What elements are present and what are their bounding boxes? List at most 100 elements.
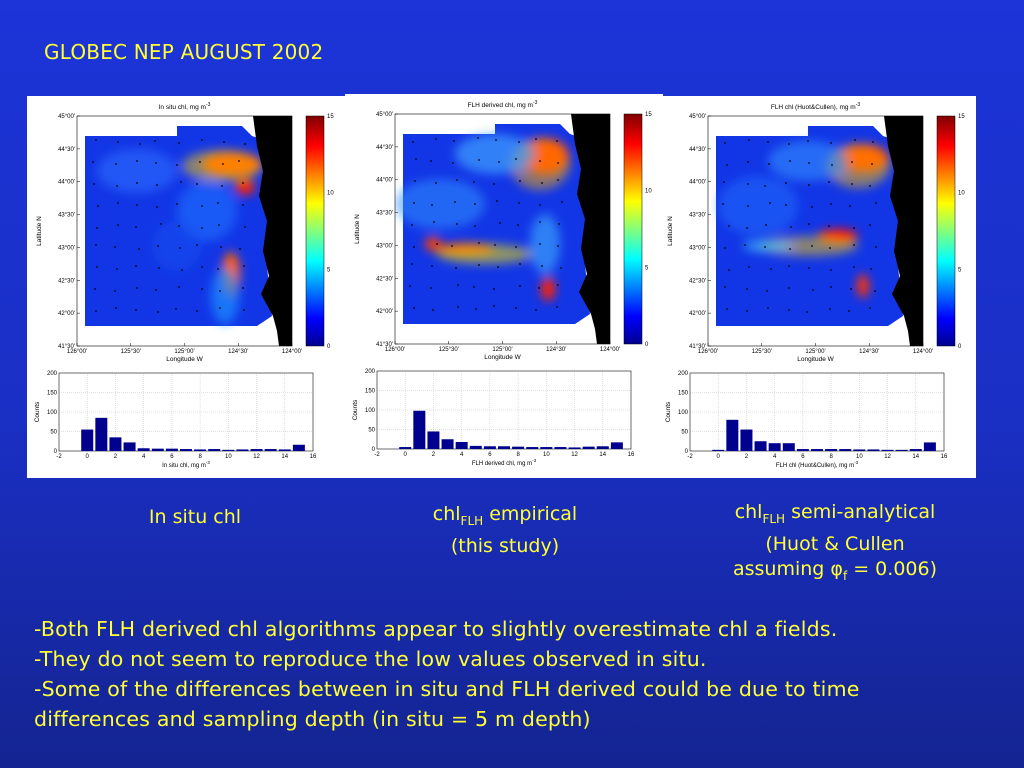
- map-xlabel: Longitude W: [166, 356, 203, 363]
- hist-xtick-label: 12: [253, 454, 260, 460]
- hist-xtick-label: 10: [543, 452, 550, 458]
- hist-bar: [399, 447, 412, 449]
- figure-svg: In situ chl, mg m-3 45°00' 44°30' 44°00' 43°…: [34, 102, 334, 469]
- hist-bar: [796, 449, 809, 451]
- map-xtick-label: 124°00': [282, 349, 302, 355]
- hist-xtick-label: 4: [142, 454, 146, 460]
- figure-panel-flh-semianalytical: FLH chl (Huot&Cullen), mg m-3 45°00' 44°30…: [658, 96, 976, 478]
- caption-insitu: In situ chl: [100, 505, 290, 530]
- chl-map: FLH chl (Huot&Cullen), mg m-3 45°00' 44°30…: [667, 102, 933, 363]
- hist-bar: [81, 429, 94, 451]
- map-ylabel: Latitude N: [354, 214, 361, 244]
- land-mask: [571, 114, 610, 344]
- hist-ytick-label: 200: [365, 369, 376, 375]
- map-ytick-label: 41°30': [376, 342, 393, 348]
- hist-xtick-label: 2: [114, 454, 118, 460]
- station-markers: [722, 139, 877, 313]
- hist-xtick-label: -2: [56, 454, 62, 460]
- hist-xtick-label: 6: [170, 454, 174, 460]
- hist-ylabel: Counts: [352, 399, 359, 420]
- hist-bar: [194, 449, 207, 451]
- hist-ytick-label: 100: [678, 410, 689, 416]
- hist-xtick-label: 4: [460, 452, 464, 458]
- caption-method: empirical: [483, 503, 578, 525]
- caption-method: semi-analytical: [785, 501, 936, 523]
- map-ytick-label: 43°30': [689, 213, 706, 219]
- hist-bar: [782, 443, 795, 451]
- colorbar-tick-label: 15: [645, 112, 652, 118]
- map-ytick-label: 44°30': [689, 147, 706, 153]
- figure-panel-insitu: In situ chl, mg m-3 45°00' 44°30' 44°00' 43°…: [27, 96, 345, 478]
- hist-ytick-label: 200: [678, 371, 689, 377]
- map-ytick-label: 43°00': [689, 245, 706, 251]
- map-xtick-label: 124°30': [228, 349, 248, 355]
- hist-bar: [151, 448, 164, 451]
- hist-ylabel: Counts: [665, 401, 672, 422]
- hist-bar: [95, 417, 108, 451]
- bullet-item: -Some of the differences between in situ…: [34, 677, 860, 701]
- hist-bar: [123, 442, 136, 451]
- map-ytick-label: 44°00': [689, 180, 706, 186]
- station-markers: [92, 139, 246, 313]
- hist-xtick-label: 2: [745, 454, 749, 460]
- hist-bar: [208, 449, 221, 451]
- hist-ytick-label: 0: [685, 449, 689, 455]
- map-xtick-label: 124°30': [859, 349, 879, 355]
- colorbar-tick-label: 10: [327, 191, 334, 197]
- chl-map: In situ chl, mg m-3 45°00' 44°30' 44°00' 43°…: [36, 102, 302, 363]
- hist-xtick-label: 6: [488, 452, 492, 458]
- land-mask: [253, 116, 292, 346]
- colorbar-tick-label: 5: [645, 265, 649, 271]
- hist-xlabel-superscript: -3: [206, 460, 210, 465]
- map-ytick-label: 42°00': [376, 309, 393, 315]
- hist-xtick-label: 8: [829, 454, 833, 460]
- hist-xtick-label: 0: [717, 454, 721, 460]
- map-xtick-label: 124°00': [913, 349, 933, 355]
- hist-ytick-label: 50: [368, 428, 375, 434]
- hist-xtick-label: 10: [856, 454, 863, 460]
- hist-bar: [825, 449, 838, 451]
- caption-flh-semi-line1: chlFLH semi-analytical: [690, 500, 980, 532]
- colorbar: 15 10 5 0: [936, 114, 965, 350]
- hist-bar: [554, 447, 567, 449]
- hist-xtick-label: 16: [941, 454, 948, 460]
- map-title: FLH chl (Huot&Cullen), mg m-3: [771, 102, 861, 111]
- caption-subscript: FLH: [460, 513, 484, 528]
- colorbar-tick-label: 10: [958, 191, 965, 197]
- hist-bar: [596, 446, 609, 449]
- map-ytick-label: 43°30': [58, 213, 75, 219]
- hist-xtick-label: 12: [884, 454, 891, 460]
- map-ytick-label: 43°00': [376, 243, 393, 249]
- colorbar-tick-label: 15: [327, 114, 334, 120]
- map-xlabel: Longitude W: [484, 354, 521, 361]
- map-xtick-label: 124°00': [600, 347, 620, 353]
- hist-bar: [712, 449, 725, 451]
- hist-bar: [264, 449, 277, 451]
- hist-bar: [853, 449, 866, 451]
- map-title: FLH derived chl, mg m-3: [468, 100, 538, 109]
- map-ytick-label: 44°00': [376, 178, 393, 184]
- hist-xtick-label: 14: [281, 454, 288, 460]
- map-title-superscript: -3: [856, 102, 861, 108]
- hist-xlabel-superscript: -3: [532, 458, 536, 463]
- colorbar-tick-label: 0: [327, 344, 331, 350]
- hist-xtick-label: -2: [374, 452, 380, 458]
- hist-xtick-label: 0: [404, 452, 408, 458]
- hist-ytick-label: 150: [47, 391, 58, 397]
- map-ytick-label: 42°00': [689, 311, 706, 317]
- map-ytick-label: 41°30': [58, 344, 75, 350]
- figure-svg: FLH derived chl, mg m-3 45°00' 44°30' 44°00…: [352, 100, 652, 467]
- hist-bar: [610, 442, 623, 449]
- hist-bar: [180, 449, 192, 451]
- hist-xtick-label: 12: [571, 452, 578, 458]
- figure-svg: FLH chl (Huot&Cullen), mg m-3 45°00' 44°30…: [665, 102, 965, 469]
- hist-bar: [754, 441, 767, 451]
- map-ytick-label: 42°00': [58, 311, 75, 317]
- map-ytick-label: 41°30': [689, 344, 706, 350]
- figure-panel-flh-empirical: FLH derived chl, mg m-3 45°00' 44°30' 44°00…: [345, 94, 663, 478]
- hist-xtick-label: 16: [310, 454, 317, 460]
- hist-ytick-label: 200: [47, 371, 58, 377]
- hist-bar: [278, 449, 291, 451]
- map-xtick-label: 125°00': [174, 349, 194, 355]
- colorbar: 15 10 5 0: [305, 114, 334, 350]
